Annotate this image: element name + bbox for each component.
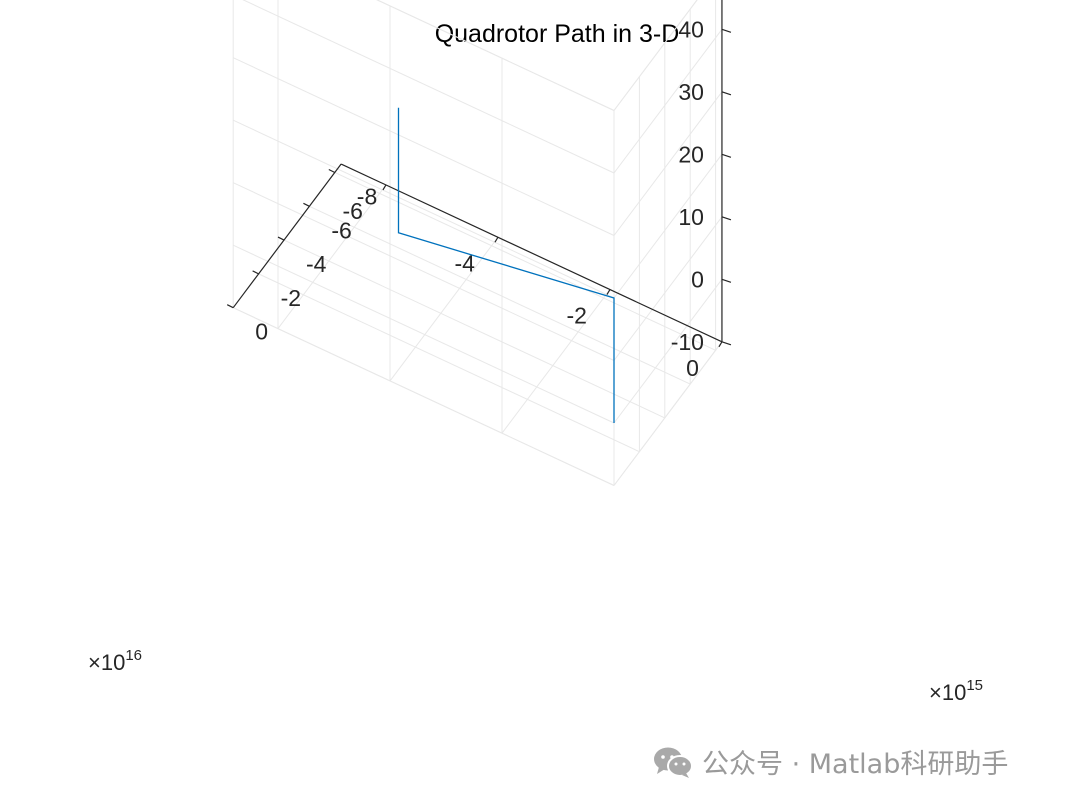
watermark: 公众号 · Matlab科研助手 — [652, 742, 1008, 781]
x-tick-label: 0 — [255, 319, 268, 345]
x-tick-label: -8 — [357, 183, 377, 209]
grid-line — [613, 0, 698, 111]
x-tick-label: -6 — [331, 217, 351, 243]
y-tick-label: -6 — [342, 198, 362, 224]
series-line — [397, 107, 615, 423]
x-axis-multiplier: ×1015 — [929, 677, 983, 705]
y-tick-mark — [606, 289, 611, 295]
label-layer: -10010203040500-2-4-60-2-4-6-8×1016×1015 — [88, 16, 983, 705]
x-tick-mark — [277, 236, 285, 241]
grid-line — [613, 29, 723, 174]
grid-line — [309, 205, 691, 385]
z-tick-label: 10 — [678, 204, 704, 230]
z-tick-mark — [721, 216, 732, 221]
grid-layer — [232, 0, 723, 486]
grid-line — [613, 279, 723, 424]
grid-line — [242, 0, 615, 174]
x-tick-label: -2 — [281, 285, 301, 311]
grid-line — [613, 216, 723, 361]
watermark-text: 公众号 · Matlab科研助手 — [702, 749, 1009, 780]
grid-line — [376, 0, 615, 111]
x-tick-mark — [252, 270, 259, 275]
grid-line — [232, 119, 615, 299]
x-axis-line — [232, 163, 342, 309]
z-tick-label: 30 — [678, 79, 704, 105]
z-tick-label: 20 — [678, 141, 704, 167]
grid-line — [613, 341, 723, 486]
z-tick-mark — [721, 91, 732, 96]
grid-line — [613, 154, 723, 299]
grid-line — [232, 57, 615, 236]
chart-title: Quadrotor Path in 3-D — [435, 20, 680, 48]
z-tick-mark — [721, 341, 732, 346]
z-tick-label: 40 — [678, 16, 704, 42]
grid-line — [613, 0, 698, 111]
grid-line — [613, 91, 723, 236]
z-tick-label: -10 — [671, 329, 704, 355]
x-tick-mark — [226, 304, 234, 309]
grid-line — [334, 172, 716, 351]
grid-line — [376, 0, 615, 111]
z-tick-mark — [721, 278, 732, 283]
y-tick-label: -4 — [454, 250, 475, 276]
grid-line — [232, 244, 615, 424]
grid-line — [232, 182, 615, 361]
x-tick-label: -4 — [306, 251, 327, 277]
grid-line — [501, 289, 611, 434]
y-tick-label: 0 — [686, 355, 699, 381]
grid-line — [283, 239, 666, 419]
grid-line — [389, 236, 499, 382]
series-layer — [397, 107, 615, 423]
z-tick-mark — [721, 153, 732, 158]
z-tick-label: 0 — [691, 266, 704, 292]
axis-layer — [226, 0, 732, 348]
grid-line — [258, 273, 640, 453]
y-tick-mark — [718, 341, 723, 348]
y-axis-multiplier: ×1016 — [88, 647, 142, 675]
y-tick-label: -2 — [566, 303, 586, 329]
x-tick-mark — [328, 168, 336, 174]
x-tick-mark — [303, 202, 310, 207]
y-tick-mark — [382, 184, 387, 191]
z-tick-mark — [721, 28, 732, 33]
y-axis-line — [340, 163, 723, 343]
wechat-icon — [654, 747, 693, 778]
grid-line — [277, 184, 387, 329]
grid-line — [232, 307, 615, 486]
y-tick-mark — [494, 236, 499, 243]
